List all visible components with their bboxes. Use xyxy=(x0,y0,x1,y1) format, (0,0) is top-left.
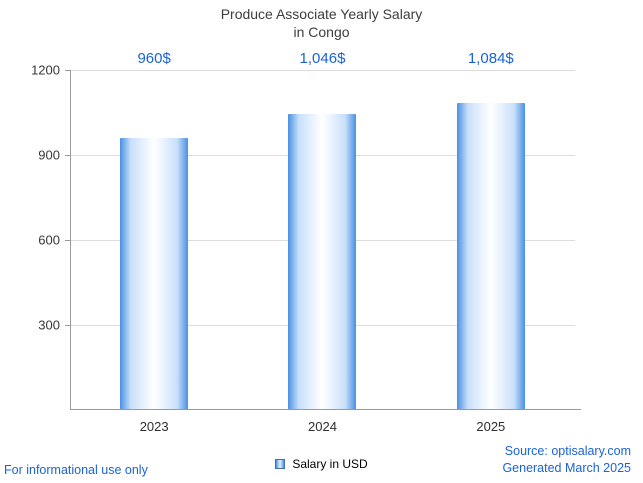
y-tick-label: 1200 xyxy=(31,62,60,78)
y-axis-line xyxy=(70,70,71,410)
y-tick-mark xyxy=(65,155,70,156)
legend: Salary in USD xyxy=(0,457,643,471)
x-axis-labels: 2023 2024 2025 xyxy=(70,419,575,434)
y-tick-mark xyxy=(65,70,70,71)
y-tick-label: 900 xyxy=(38,147,60,163)
legend-label: Salary in USD xyxy=(292,457,368,471)
x-axis-line xyxy=(70,409,581,410)
x-tick-label: 2024 xyxy=(308,419,337,434)
value-labels-row: 960$ 1,046$ 1,084$ xyxy=(70,50,575,67)
x-tick-label: 2025 xyxy=(476,419,506,434)
generated-text: Generated March 2025 xyxy=(502,461,631,476)
bar xyxy=(288,113,357,409)
legend-swatch-icon xyxy=(275,459,286,469)
source-text[interactable]: Source: optisalary.com xyxy=(504,444,631,459)
plot-area: 300 600 900 1200 960$ 1,046$ 1,084$ 2023 2024 2… xyxy=(31,50,581,434)
bars-row xyxy=(70,70,575,409)
page-title: Produce Associate Yearly Salary in Congo xyxy=(0,6,643,41)
y-tick-label: 600 xyxy=(38,232,60,248)
y-tick-mark xyxy=(65,240,70,241)
bar-value-label: 1,046$ xyxy=(299,50,346,67)
source-block: Source: optisalary.com Generated March 2… xyxy=(502,443,631,477)
chart-title-line1: Produce Associate Yearly Salary xyxy=(220,6,423,22)
bar-value-label: 1,084$ xyxy=(467,50,514,67)
chart-title-line2: in Congo xyxy=(293,23,350,40)
y-tick-label: 300 xyxy=(38,317,60,333)
bar xyxy=(456,102,525,409)
bar xyxy=(120,137,189,409)
bar-value-label: 960$ xyxy=(137,50,171,67)
disclaimer-text: For informational use only xyxy=(4,463,148,477)
gridline xyxy=(70,70,575,71)
x-tick-label: 2023 xyxy=(139,419,169,434)
y-tick-mark xyxy=(65,325,70,326)
